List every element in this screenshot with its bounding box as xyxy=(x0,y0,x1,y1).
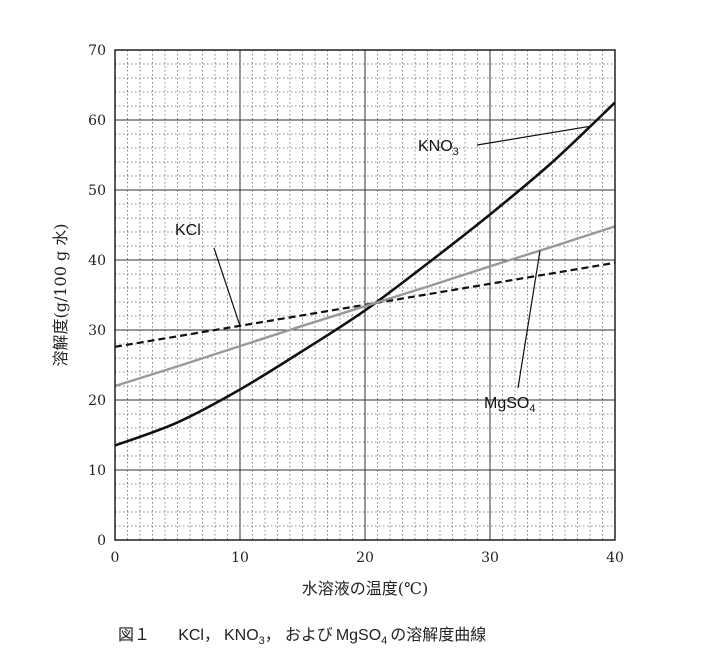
leader-line-kno xyxy=(476,125,591,146)
y-tick-label: 30 xyxy=(88,323,106,339)
series-label-kcl: KCl xyxy=(175,222,201,239)
x-tick-label: 0 xyxy=(111,550,120,566)
grid xyxy=(115,50,615,540)
series-line-kno xyxy=(114,101,616,447)
caption-kno3: KNO xyxy=(224,627,259,644)
x-tick-label: 40 xyxy=(606,550,624,566)
x-tick-label: 20 xyxy=(356,550,374,566)
y-tick-label: 0 xyxy=(97,533,106,549)
caption-kno3-subscript: 3 xyxy=(258,635,265,648)
y-tick-label: 60 xyxy=(88,113,106,129)
caption-separator: ， xyxy=(203,625,220,644)
y-tick-label: 70 xyxy=(88,43,106,59)
figure-caption: 図１ KCl， KNO3， および MgSO4 の溶解度曲線 xyxy=(118,621,486,647)
caption-conjunction: および xyxy=(284,625,333,644)
caption-suffix: の溶解度曲線 xyxy=(390,625,487,644)
caption-mgso4-subscript: 4 xyxy=(381,635,388,648)
x-tick-label: 30 xyxy=(481,550,499,566)
caption-prefix: 図１ xyxy=(118,625,151,644)
caption-separator: ， xyxy=(264,625,281,644)
leader-line-kcl xyxy=(213,247,241,326)
x-axis-title: 水溶液の温度(℃) xyxy=(302,579,428,598)
y-tick-label: 10 xyxy=(88,463,106,479)
series-line-mgso xyxy=(114,225,616,388)
y-tick-label: 40 xyxy=(88,253,106,269)
series-lines xyxy=(114,101,616,447)
leader-line-mgso xyxy=(517,250,541,389)
series-label-mgso: MgSO4 xyxy=(484,395,535,415)
caption-mgso4: MgSO xyxy=(335,627,382,644)
y-tick-label: 20 xyxy=(88,393,106,409)
x-tick-label: 10 xyxy=(231,550,249,566)
series-label-kno: KNO3 xyxy=(418,138,459,158)
plot-frame xyxy=(114,49,616,541)
y-tick-label: 50 xyxy=(88,183,106,199)
series-line-kcl xyxy=(114,261,616,348)
label-leader-lines xyxy=(213,125,591,389)
caption-kcl: KCl xyxy=(178,627,204,644)
y-axis-title: 溶解度(g/100 g 水) xyxy=(51,223,70,366)
tick-labels: 0 10 20 30 40 0 10 20 30 40 50 60 70 xyxy=(88,43,624,566)
series-labels: KNO3 KCl MgSO4 xyxy=(175,138,535,415)
